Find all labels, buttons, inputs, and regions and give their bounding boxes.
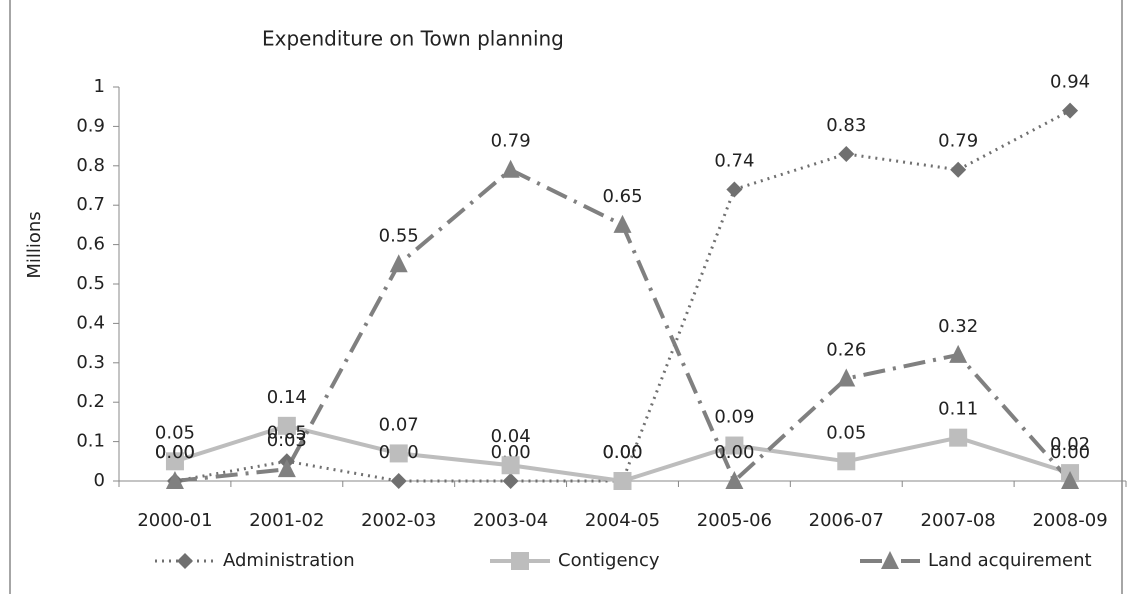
- value-label: 0.00: [714, 442, 754, 463]
- value-label: 0.11: [938, 399, 978, 420]
- legend-marker: [177, 553, 193, 569]
- value-label: 0.02: [1050, 434, 1090, 455]
- value-label: 0.00: [155, 442, 195, 463]
- y-tick-label: 0.7: [76, 194, 105, 215]
- value-label: 0.03: [267, 430, 307, 451]
- marker: [726, 181, 743, 198]
- value-label: 0.00: [491, 442, 531, 463]
- value-label: 0.74: [714, 150, 754, 171]
- marker: [949, 344, 968, 363]
- chart-title: Expenditure on Town planning: [262, 27, 564, 51]
- marker: [389, 444, 408, 463]
- y-axis-label: Millions: [24, 211, 45, 278]
- legend-label: Administration: [223, 550, 355, 571]
- legend-label: Contigency: [558, 550, 660, 571]
- value-label: 0.55: [379, 225, 419, 246]
- value-label: 0.05: [155, 422, 195, 443]
- y-tick-label: 0.8: [76, 155, 105, 176]
- x-tick-label: 2000-01: [137, 510, 212, 531]
- value-label: 0.00: [602, 442, 642, 463]
- legend-label: Land acquirement: [928, 550, 1092, 571]
- y-tick-label: 0.5: [76, 273, 105, 294]
- frame: [9, 0, 1123, 594]
- marker: [837, 368, 856, 387]
- x-tick-label: 2004-05: [585, 510, 660, 531]
- marker: [165, 471, 184, 489]
- marker: [501, 456, 520, 475]
- value-label: 0.32: [938, 316, 978, 337]
- y-tick-label: 0: [94, 470, 105, 491]
- marker: [390, 473, 407, 489]
- y-tick-label: 0.1: [76, 431, 105, 452]
- marker: [950, 161, 967, 178]
- marker: [277, 459, 296, 478]
- x-tick-label: 2001-02: [249, 510, 324, 531]
- value-label: 0.26: [826, 340, 866, 361]
- marker: [1062, 102, 1079, 119]
- value-label: 0.14: [267, 387, 307, 408]
- x-tick-label: 2005-06: [697, 510, 772, 531]
- value-label: 0.00: [602, 442, 642, 463]
- value-label: 0.94: [1050, 72, 1090, 93]
- x-tick-label: 2007-08: [921, 510, 996, 531]
- value-label: 0.79: [938, 131, 978, 152]
- marker: [502, 473, 519, 489]
- value-label: 0.65: [602, 186, 642, 207]
- marker: [838, 145, 855, 162]
- value-label: 0.07: [379, 414, 419, 435]
- y-tick-label: 0.2: [76, 391, 105, 412]
- value-label: 0.83: [826, 115, 866, 136]
- y-tick-label: 0.4: [76, 312, 105, 333]
- marker: [501, 159, 520, 178]
- value-label: 0.09: [714, 407, 754, 428]
- marker: [725, 471, 744, 489]
- x-tick-label: 2002-03: [361, 510, 436, 531]
- marker: [613, 472, 632, 490]
- y-tick-label: 0.3: [76, 352, 105, 373]
- y-tick-label: 0.6: [76, 234, 105, 255]
- marker: [165, 452, 184, 471]
- marker: [725, 436, 744, 455]
- x-tick-label: 2008-09: [1032, 510, 1107, 531]
- marker: [277, 416, 296, 435]
- marker: [1061, 471, 1080, 489]
- value-label: 0.04: [491, 426, 531, 447]
- marker: [837, 452, 856, 471]
- marker: [389, 254, 408, 273]
- value-label: 0.79: [491, 131, 531, 152]
- y-tick-label: 0.9: [76, 115, 105, 136]
- marker: [613, 214, 632, 233]
- x-tick-label: 2006-07: [809, 510, 884, 531]
- value-label: 0.05: [826, 422, 866, 443]
- legend-marker: [881, 551, 899, 569]
- y-tick-label: 1: [94, 76, 105, 97]
- value-label: 0.00: [1050, 442, 1090, 463]
- legend-marker: [511, 552, 529, 570]
- marker: [949, 428, 968, 447]
- x-tick-label: 2003-04: [473, 510, 548, 531]
